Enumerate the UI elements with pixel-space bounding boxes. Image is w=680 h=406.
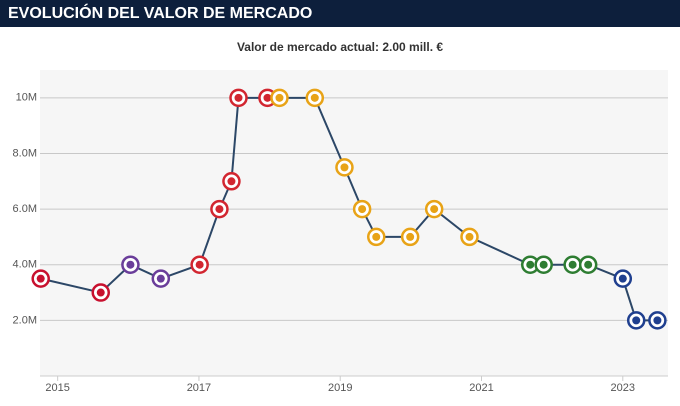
club-marker-core bbox=[465, 232, 474, 241]
club-marker-core bbox=[584, 260, 593, 269]
y-tick-label: 4.0M bbox=[13, 259, 37, 271]
header-bar bbox=[0, 0, 680, 27]
club-marker-core bbox=[632, 316, 641, 325]
club-marker-core bbox=[406, 232, 415, 241]
y-tick-label: 10M bbox=[16, 92, 37, 104]
club-marker-core bbox=[310, 93, 319, 102]
x-tick-label: 2015 bbox=[45, 382, 69, 394]
y-tick-label: 2.0M bbox=[13, 314, 37, 326]
club-marker-core bbox=[156, 274, 165, 283]
club-marker-core bbox=[36, 274, 45, 283]
club-marker-core bbox=[234, 93, 243, 102]
x-tick-label: 2019 bbox=[328, 382, 352, 394]
club-marker-core bbox=[430, 205, 439, 214]
club-marker-core bbox=[618, 274, 627, 283]
x-tick-label: 2017 bbox=[187, 382, 211, 394]
club-marker-core bbox=[372, 232, 381, 241]
y-tick-label: 6.0M bbox=[13, 203, 37, 215]
club-marker-core bbox=[526, 260, 535, 269]
club-marker-core bbox=[568, 260, 577, 269]
club-marker-core bbox=[358, 205, 367, 214]
club-marker-core bbox=[263, 93, 272, 102]
y-tick-label: 8.0M bbox=[13, 147, 37, 159]
club-marker-core bbox=[195, 260, 204, 269]
club-marker-core bbox=[340, 163, 349, 172]
club-marker-core bbox=[275, 93, 284, 102]
club-marker-core bbox=[215, 205, 224, 214]
x-tick-label: 2023 bbox=[611, 382, 635, 394]
plot-area bbox=[40, 70, 668, 376]
club-marker-core bbox=[126, 260, 135, 269]
club-marker-core bbox=[227, 177, 236, 186]
x-tick-label: 2021 bbox=[469, 382, 493, 394]
club-marker-core bbox=[539, 260, 548, 269]
chart-subtitle: Valor de mercado actual: 2.00 mill. € bbox=[237, 40, 443, 54]
chart-title: EVOLUCIÓN DEL VALOR DE MERCADO bbox=[8, 3, 312, 22]
club-marker-core bbox=[96, 288, 105, 297]
club-marker-core bbox=[653, 316, 662, 325]
